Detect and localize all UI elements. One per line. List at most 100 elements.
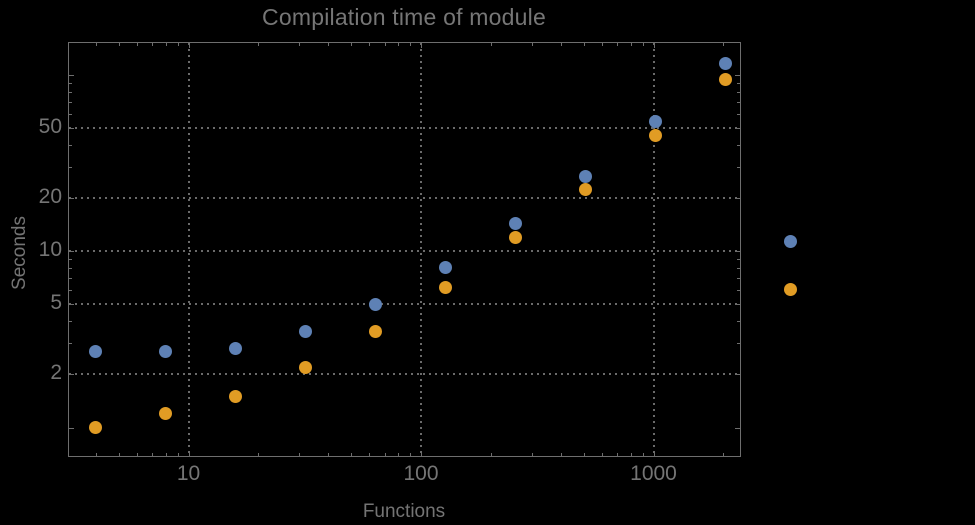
grid-line-y-10 — [69, 250, 739, 252]
data-point-series-2-x128 — [439, 281, 453, 295]
data-point-series-2-x512 — [579, 183, 593, 197]
y-tick-major-10 — [734, 251, 740, 252]
y-tick-minor-6 — [736, 290, 740, 292]
x-tick-minor-40 — [328, 42, 330, 46]
x-tick-minor-600 — [601, 42, 603, 46]
data-point-series-1-x64 — [369, 297, 383, 311]
x-tick-major-10 — [188, 450, 190, 456]
y-tick-minor-30 — [736, 166, 740, 168]
x-tick-minor-400 — [560, 42, 562, 46]
y-tick-major-100 — [68, 74, 74, 76]
x-tick-minor-9 — [177, 42, 179, 46]
y-tick-minor-3 — [736, 343, 740, 345]
x-tick-minor-60 — [369, 452, 371, 456]
y-tick-label-50: 50 — [38, 114, 62, 138]
x-tick-minor-30 — [299, 452, 301, 456]
x-tick-minor-50 — [351, 452, 352, 456]
y-tick-major-50 — [734, 127, 740, 129]
y-tick-minor-6 — [68, 290, 72, 292]
data-point-series-1-x1024 — [649, 115, 663, 129]
x-tick-minor-20 — [258, 452, 260, 456]
x-tick-minor-6 — [136, 42, 138, 46]
x-tick-minor-5 — [118, 42, 120, 46]
data-point-series-2-x256 — [509, 230, 523, 244]
y-tick-label-10: 10 — [38, 238, 62, 261]
x-tick-minor-500 — [583, 42, 585, 46]
y-tick-minor-60 — [68, 113, 72, 115]
x-tick-minor-900 — [642, 452, 644, 456]
grid-line-y-20 — [69, 196, 739, 199]
y-tick-minor-90 — [736, 82, 740, 84]
data-point-series-1-x128 — [439, 260, 453, 274]
x-tick-minor-900 — [642, 42, 644, 46]
x-tick-minor-300 — [531, 42, 533, 46]
y-tick-major-1 — [68, 427, 74, 429]
x-tick-minor-500 — [583, 452, 585, 456]
x-tick-minor-90 — [410, 452, 412, 456]
x-tick-minor-60 — [369, 42, 371, 46]
y-tick-major-1 — [734, 427, 740, 429]
y-tick-label-20: 20 — [38, 184, 62, 208]
y-tick-major-2 — [68, 374, 74, 376]
y-tick-minor-8 — [68, 268, 72, 270]
y-tick-label-5: 5 — [50, 291, 62, 315]
data-point-series-1-x8 — [159, 344, 173, 358]
x-tick-minor-8 — [165, 42, 167, 46]
grid-line-x-100 — [420, 43, 422, 455]
x-tick-minor-4 — [95, 452, 97, 456]
y-tick-major-20 — [68, 197, 74, 199]
x-tick-minor-80 — [398, 42, 400, 46]
y-tick-major-50 — [68, 127, 74, 129]
x-tick-minor-200 — [490, 452, 492, 456]
y-tick-label-2: 2 — [50, 361, 62, 385]
x-tick-minor-9 — [177, 452, 179, 456]
y-tick-minor-80 — [736, 91, 740, 93]
x-tick-minor-2000 — [723, 452, 725, 456]
x-tick-minor-600 — [601, 452, 603, 456]
y-tick-major-5 — [68, 304, 74, 306]
x-tick-minor-80 — [398, 452, 400, 456]
x-tick-minor-6 — [136, 452, 138, 456]
data-point-series-2-x2048 — [719, 72, 733, 86]
plot-frame — [68, 42, 741, 457]
y-tick-minor-70 — [736, 101, 740, 103]
x-tick-minor-7 — [152, 42, 154, 46]
data-point-series-1-x4 — [89, 344, 103, 358]
x-tick-minor-8 — [165, 452, 167, 456]
grid-line-y-5 — [69, 303, 739, 306]
y-tick-minor-40 — [68, 144, 72, 146]
data-point-series-2-x4 — [89, 421, 103, 434]
data-point-series-1-x512 — [579, 169, 593, 183]
y-tick-minor-4 — [736, 321, 740, 323]
y-tick-minor-80 — [68, 91, 72, 93]
y-tick-minor-60 — [736, 113, 740, 115]
x-tick-minor-400 — [560, 452, 562, 456]
x-tick-minor-5 — [118, 452, 120, 456]
x-tick-label-1000: 1000 — [630, 462, 677, 485]
x-tick-minor-4 — [95, 42, 97, 46]
x-tick-minor-700 — [617, 42, 619, 46]
y-tick-minor-4 — [68, 321, 72, 323]
grid-line-x-10 — [187, 43, 190, 455]
chart-title: Compilation time of module — [262, 4, 546, 30]
x-tick-minor-7 — [152, 452, 154, 456]
legend-marker-series-1 — [783, 234, 797, 248]
x-tick-minor-300 — [531, 452, 533, 456]
x-axis-label: Functions — [362, 501, 446, 522]
x-tick-minor-800 — [630, 452, 632, 456]
data-point-series-2-x64 — [369, 324, 383, 338]
x-tick-minor-40 — [328, 452, 330, 456]
x-tick-minor-90 — [410, 42, 412, 46]
grid-line-y-50 — [69, 126, 739, 129]
x-tick-minor-70 — [384, 42, 386, 46]
y-tick-major-5 — [734, 304, 740, 306]
x-tick-minor-800 — [630, 42, 632, 46]
grid-line-x-1000 — [652, 43, 655, 455]
x-tick-minor-20 — [258, 42, 260, 46]
y-tick-major-100 — [734, 74, 740, 76]
grid-line-y-2 — [69, 373, 739, 376]
data-point-series-2-x16 — [229, 389, 243, 403]
legend-marker-series-2 — [783, 282, 797, 296]
y-tick-major-20 — [734, 197, 740, 199]
